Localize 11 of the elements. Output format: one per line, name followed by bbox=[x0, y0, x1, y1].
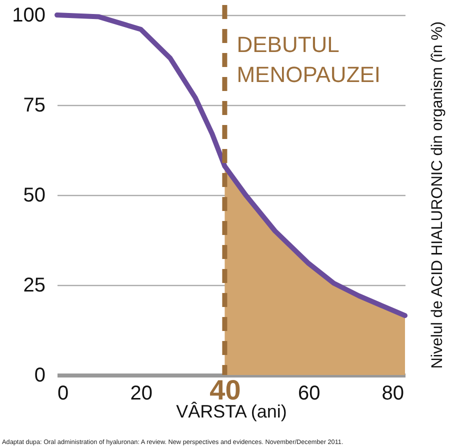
y-tick-label: 50 bbox=[23, 184, 46, 206]
ref-line-label: DEBUTUL MENOPAUZEI bbox=[236, 32, 381, 87]
y-axis-title: Nivelul de ACID HIALURONIC din organism (în %) bbox=[429, 21, 446, 369]
x-tick-label: 20 bbox=[130, 382, 152, 404]
y-tick-label: 100 bbox=[12, 4, 46, 26]
y-tick-label: 75 bbox=[23, 94, 46, 116]
x-tick-label: 0 bbox=[58, 382, 69, 404]
y-tick-label: 0 bbox=[34, 364, 46, 386]
x-tick-label: 60 bbox=[298, 382, 320, 404]
x-tick-label: 80 bbox=[382, 382, 404, 404]
y-tick-label: 25 bbox=[23, 274, 46, 296]
